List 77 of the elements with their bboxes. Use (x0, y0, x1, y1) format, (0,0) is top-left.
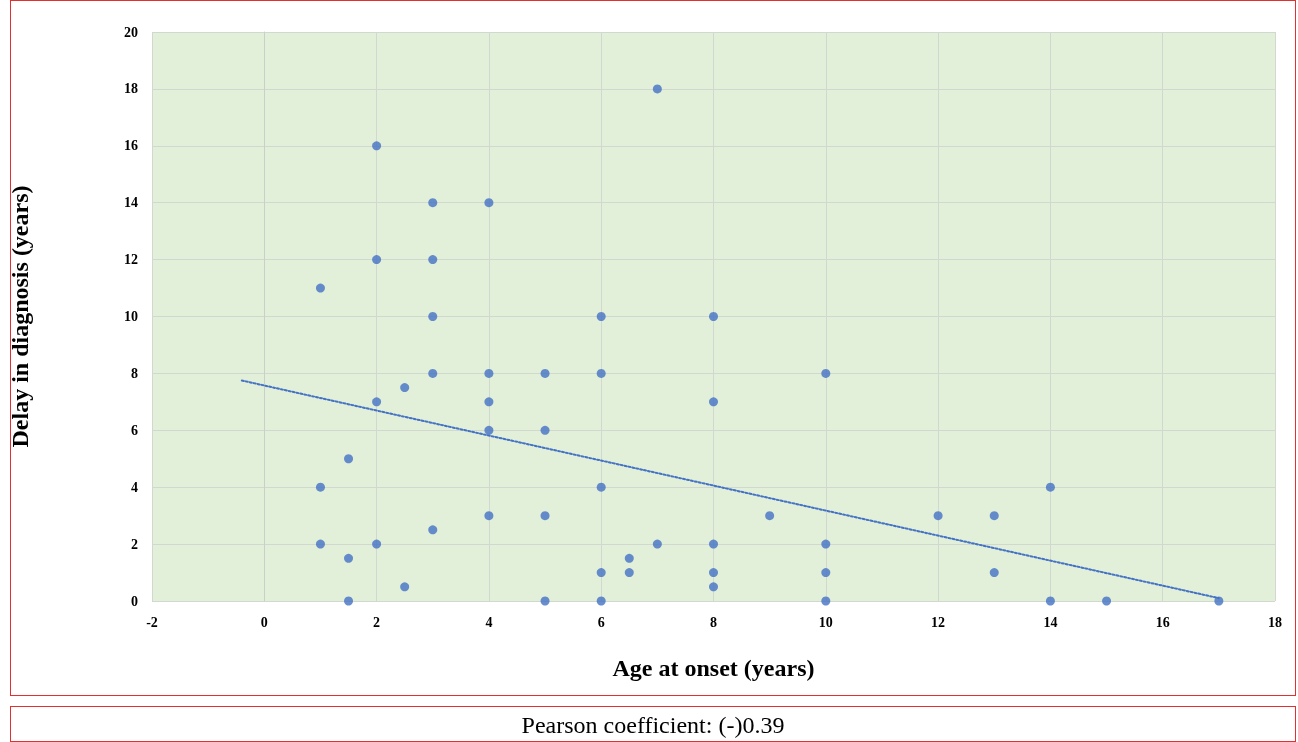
point (989, 568, 999, 578)
point (540, 368, 550, 378)
point (484, 397, 494, 407)
point (428, 255, 438, 265)
point (315, 283, 325, 293)
point (1045, 596, 1055, 606)
x-tick-label: 4 (485, 614, 493, 630)
point (540, 511, 550, 521)
point (933, 511, 943, 521)
point (596, 568, 606, 578)
point (1214, 596, 1224, 606)
y-axis-title: Delay in diagnosis (years) (7, 185, 33, 448)
point (596, 596, 606, 606)
point (596, 368, 606, 378)
point (709, 397, 718, 407)
y-tick-label: 16 (124, 138, 138, 154)
point (315, 482, 325, 492)
y-tick-label: 10 (124, 309, 138, 324)
point (821, 539, 831, 549)
y-tick-label: 14 (124, 195, 138, 211)
x-tick-label: 12 (931, 614, 946, 630)
x-tick-label: 6 (597, 614, 605, 630)
point (372, 397, 382, 407)
y-tick-label: 12 (124, 252, 138, 268)
y-tick-label: 6 (131, 422, 138, 438)
point (484, 511, 494, 521)
point (344, 454, 354, 464)
point (989, 511, 999, 521)
y-tick-label: 4 (131, 479, 138, 495)
point (428, 312, 438, 321)
x-axis-title: Age at onset (years) (612, 655, 815, 681)
x-tick-label: 18 (1268, 614, 1282, 630)
point (428, 525, 438, 535)
point (652, 539, 662, 549)
point (484, 198, 494, 208)
point (709, 582, 718, 592)
point (484, 368, 494, 378)
point (372, 539, 382, 549)
y-tick-label: 18 (124, 81, 138, 97)
y-tick-label: 2 (131, 536, 138, 552)
point (1102, 596, 1112, 606)
point (315, 539, 325, 549)
point (428, 198, 438, 208)
point (765, 511, 775, 521)
point (484, 425, 494, 435)
y-tick-label: 0 (131, 593, 138, 609)
y-tick-label: 8 (131, 365, 138, 381)
point (428, 368, 438, 378)
point (821, 596, 831, 606)
point (709, 312, 718, 321)
point (624, 568, 634, 578)
point (540, 425, 550, 435)
point (372, 255, 382, 265)
point (400, 383, 410, 393)
point (624, 553, 634, 563)
point (652, 84, 662, 94)
point (596, 482, 606, 492)
point (400, 582, 410, 592)
x-tick-label: 2 (373, 614, 381, 630)
point (596, 312, 606, 321)
point (372, 141, 382, 151)
point (344, 553, 354, 563)
text: Pearson coefficient: (-)0.39 (11, 707, 1295, 742)
point (540, 596, 550, 606)
point (821, 568, 831, 578)
y-tick-label: 20 (124, 24, 138, 40)
x-tick-label: -2 (146, 614, 158, 630)
point (344, 596, 354, 606)
point (1045, 482, 1055, 492)
point (821, 368, 831, 378)
point (709, 539, 718, 549)
point (709, 568, 718, 578)
x-tick-label: 14 (1043, 614, 1058, 630)
x-tick-label: 0 (260, 614, 268, 630)
x-tick-label: 8 (710, 614, 717, 630)
x-tick-label: 10 (818, 614, 833, 630)
x-tick-label: 16 (1155, 614, 1170, 630)
